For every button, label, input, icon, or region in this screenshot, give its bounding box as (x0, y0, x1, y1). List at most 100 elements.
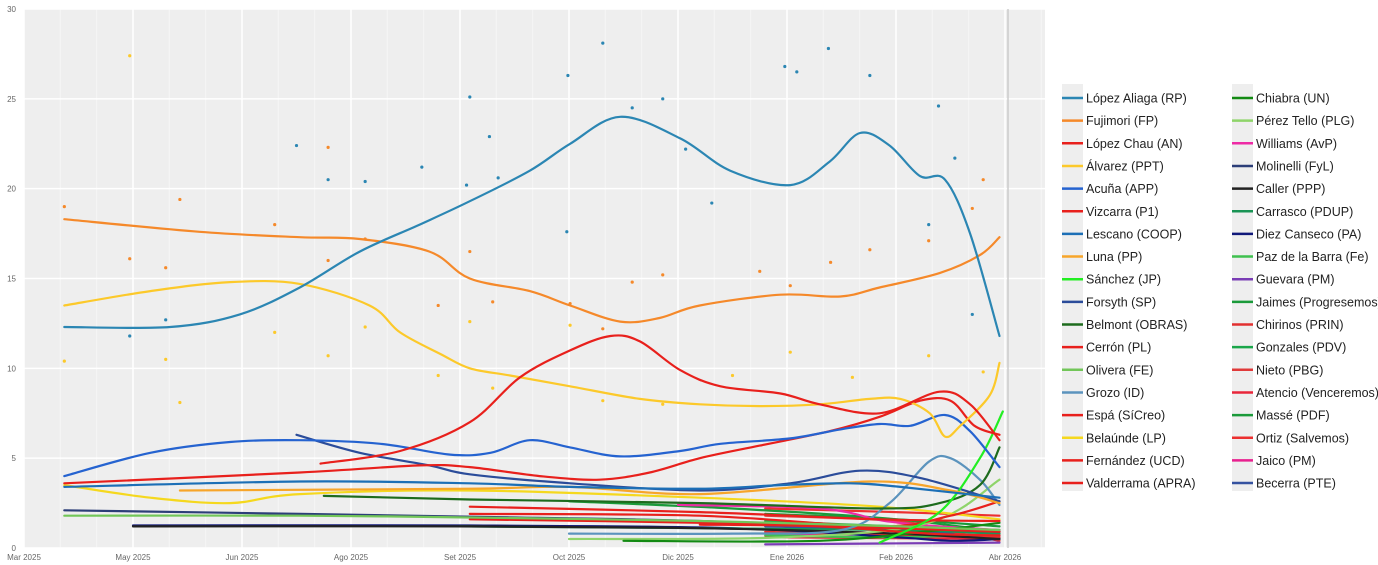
poll-point-alvarez-ppt (927, 354, 931, 358)
legend-label-espa-sicreo: Espá (SíCreo) (1086, 409, 1165, 423)
poll-point-fujimori-fp (981, 178, 985, 182)
poll-point-alvarez-ppt (178, 400, 182, 405)
legend-label-carrasco-pdup: Carrasco (PDUP) (1256, 205, 1353, 219)
poll-point-lopez-aliaga-rp (294, 143, 299, 148)
x-tick-label: Jun 2025 (226, 553, 259, 562)
poll-point-alvarez-ppt (326, 354, 330, 358)
legend-label-forsyth-sp: Forsyth (SP) (1086, 295, 1156, 309)
legend-label-alvarez-ppt: Álvarez (PPT) (1086, 158, 1164, 173)
poll-point-fujimori-fp (630, 280, 634, 284)
poll-point-lopez-aliaga-rp (783, 64, 787, 69)
legend-label-vizcarra-p1: Vizcarra (P1) (1086, 205, 1159, 219)
y-tick-label: 5 (12, 454, 17, 463)
trend-line-luna-pp (178, 480, 1001, 505)
trend-line-belaunde-lp (63, 484, 1001, 521)
legend-label-paz-de-la-barra-fe: Paz de la Barra (Fe) (1256, 250, 1369, 264)
y-tick-label: 0 (12, 544, 17, 553)
legend-label-williams-avp: Williams (AvP) (1256, 137, 1337, 151)
trend-line-olivera-fe (63, 514, 1001, 532)
legend-label-ortiz-salvemos: Ortiz (Salvemos) (1256, 431, 1349, 445)
poll-point-fujimori-fp (178, 197, 182, 202)
poll-point-fujimori-fp (829, 260, 833, 264)
trend-line-perez-tello-plg (567, 478, 1001, 541)
trend-line-chiabra-un (622, 521, 1001, 543)
trend-lines (63, 115, 1004, 546)
legend-swatch-column-1 (1062, 84, 1083, 491)
trend-line-ortiz-salvemos (764, 507, 1001, 517)
legend-label-valderrama-apra: Valderrama (APRA) (1086, 477, 1196, 491)
legend-label-lopez-aliaga-rp: López Aliaga (RP) (1086, 92, 1187, 106)
trend-line-lopez-chau-an (319, 334, 1001, 465)
legend-label-belmont-obras: Belmont (OBRAS) (1086, 318, 1187, 332)
poll-point-lopez-aliaga-rp (970, 312, 974, 317)
poll-point-lopez-aliaga-rp (936, 104, 941, 108)
legend-label-jaico-pm: Jaico (PM) (1256, 454, 1316, 468)
legend-label-fernandez-ucd: Fernández (UCD) (1086, 454, 1185, 468)
poll-point-fujimori-fp (927, 239, 931, 243)
poll-point-fujimori-fp (788, 284, 792, 288)
poll-point-fujimori-fp (326, 145, 330, 149)
poll-point-lopez-aliaga-rp (468, 95, 472, 99)
poll-point-lopez-aliaga-rp (953, 156, 957, 160)
poll-point-alvarez-ppt (601, 399, 605, 403)
trend-line-lescano-coop (63, 480, 1001, 499)
poll-point-lopez-aliaga-rp (363, 179, 367, 184)
poll-point-lopez-aliaga-rp (496, 176, 500, 180)
x-axis: Mar 2025 May 2025 Jun 2025 Ago 2025 Set 2025… (7, 553, 1022, 562)
legend-label-lescano-coop: Lescano (COOP) (1086, 227, 1182, 241)
legend-label-fujimori-fp: Fujimori (FP) (1086, 114, 1158, 128)
poll-point-lopez-aliaga-rp (601, 41, 605, 45)
poll-point-lopez-aliaga-rp (661, 97, 665, 101)
poll-point-fujimori-fp (868, 248, 872, 252)
poll-point-lopez-aliaga-rp (164, 318, 168, 322)
poll-point-alvarez-ppt (468, 320, 472, 324)
poll-point-lopez-aliaga-rp (710, 201, 714, 205)
legend-label-guevara-pm: Guevara (PM) (1256, 273, 1335, 287)
poll-point-fujimori-fp (273, 223, 277, 227)
poll-point-lopez-aliaga-rp (826, 46, 831, 51)
legend-label-gonzales-pdv: Gonzales (PDV) (1256, 341, 1346, 355)
x-tick-label: Feb 2026 (879, 553, 913, 562)
trend-line-grozo-id (567, 454, 1001, 535)
poll-point-fujimori-fp (164, 266, 168, 270)
x-tick-label: May 2025 (115, 553, 151, 562)
poll-point-lopez-aliaga-rp (128, 334, 132, 338)
x-tick-label: Abr 2026 (989, 553, 1022, 562)
poll-point-fujimori-fp (601, 327, 605, 331)
poll-point-fujimori-fp (326, 258, 330, 263)
poll-point-alvarez-ppt (164, 357, 168, 361)
trend-line-cerron-pl (468, 505, 1001, 523)
legend-label-masse-pdf: Massé (PDF) (1256, 409, 1330, 423)
poll-point-fujimori-fp (468, 249, 472, 254)
poll-point-lopez-aliaga-rp (868, 73, 872, 78)
poll-point-alvarez-ppt (62, 359, 66, 363)
poll-point-lopez-aliaga-rp (566, 73, 570, 78)
poll-point-lopez-aliaga-rp (464, 183, 469, 187)
poll-point-lopez-aliaga-rp (420, 165, 424, 169)
legend-label-diez-canseco-pa: Diez Canseco (PA) (1256, 227, 1361, 241)
poll-point-lopez-aliaga-rp (795, 70, 799, 74)
poll-point-alvarez-ppt (981, 370, 985, 374)
y-axis: 0 5 10 15 20 25 30 (7, 5, 16, 553)
legend-label-nieto-pbg: Nieto (PBG) (1256, 363, 1323, 377)
trend-line-fernandez-ucd (468, 518, 1001, 533)
poll-point-alvarez-ppt (436, 373, 440, 378)
trend-line-acuna-app (63, 413, 1001, 478)
legend-label-grozo-id: Grozo (ID) (1086, 386, 1144, 400)
poll-point-alvarez-ppt (850, 375, 855, 379)
legend-label-luna-pp: Luna (PP) (1086, 250, 1142, 264)
poll-point-fujimori-fp (436, 303, 440, 308)
trend-line-fujimori-fp (63, 218, 1001, 324)
legend-label-chiabra-un: Chiabra (UN) (1256, 92, 1330, 106)
poll-point-alvarez-ppt (788, 350, 792, 354)
x-tick-label: Ene 2026 (770, 553, 805, 562)
legend-label-molinelli-fyl: Molinelli (FyL) (1256, 159, 1334, 173)
trend-line-lopez-aliaga-rp (63, 115, 1001, 338)
poll-point-alvarez-ppt (128, 54, 132, 58)
legend-label-sanchez-jp: Sánchez (JP) (1086, 273, 1161, 287)
poll-point-alvarez-ppt (661, 402, 665, 406)
x-tick-label: Set 2025 (444, 553, 477, 562)
poll-point-fujimori-fp (491, 300, 495, 304)
trend-line-vizcarra-p1 (63, 397, 1001, 485)
trend-line-guevara-pm (764, 541, 1001, 546)
